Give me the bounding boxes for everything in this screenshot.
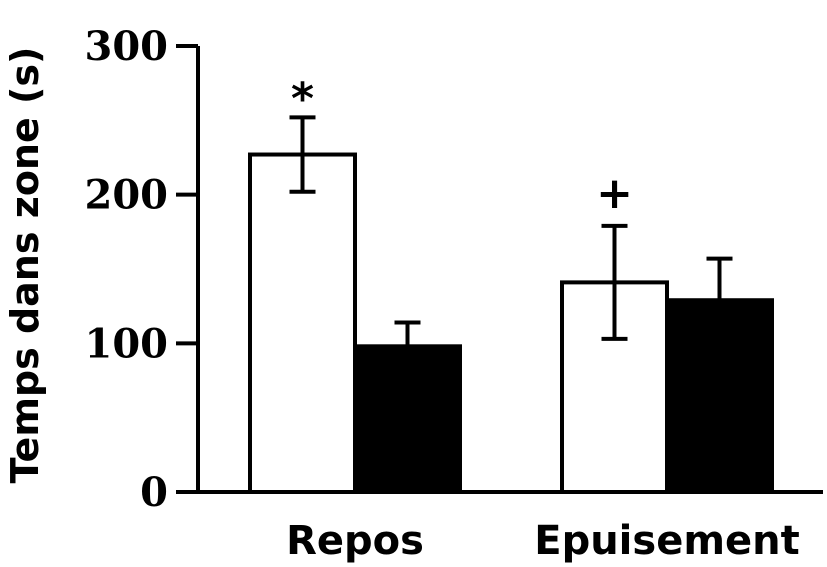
x-tick-label: Repos (286, 518, 424, 564)
significance-marker: * (291, 73, 314, 124)
bar (248, 152, 357, 494)
y-tick-label: 0 (140, 469, 168, 516)
x-tick-labels: Repos Epuisement (286, 518, 800, 564)
bar (665, 298, 774, 494)
bars (248, 152, 774, 494)
significance-marker: + (596, 168, 633, 219)
y-tick-label: 100 (85, 320, 169, 367)
error-bars (289, 115, 733, 347)
y-tick-label: 300 (85, 23, 169, 70)
y-axis-label: Temps dans zone (s) (3, 47, 47, 484)
x-tick-label: Epuisement (534, 518, 800, 564)
annotations: *+ (291, 73, 633, 219)
bar (353, 344, 462, 494)
y-tick-label: 200 (85, 172, 169, 219)
y-ticks: 0 100 200 300 (85, 23, 198, 516)
